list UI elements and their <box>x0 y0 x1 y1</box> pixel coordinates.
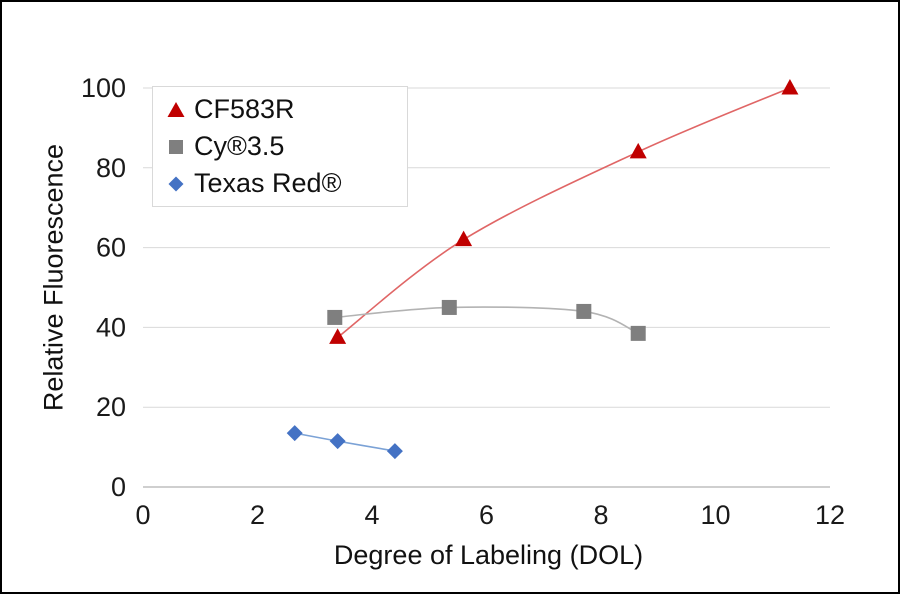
x-tick-label: 6 <box>479 500 494 530</box>
x-tick-label: 12 <box>815 500 845 530</box>
data-point-cf583r <box>781 79 799 95</box>
data-point-texasred <box>386 443 403 460</box>
x-tick-label: 0 <box>135 500 150 530</box>
y-tick-label: 40 <box>96 312 126 342</box>
x-axis-title: Degree of Labeling (DOL) <box>333 540 644 570</box>
x-tick-label: 8 <box>593 500 608 530</box>
y-tick-label: 0 <box>111 472 126 502</box>
x-tick-label: 4 <box>364 500 379 530</box>
legend-item-cf583r: CF583R <box>165 91 407 128</box>
square-marker-icon <box>169 139 183 154</box>
y-axis-title: Relative Fluorescence <box>38 143 69 412</box>
data-point-cy35 <box>327 309 343 325</box>
y-tick-label: 80 <box>96 153 126 183</box>
x-tick-label: 10 <box>700 500 730 530</box>
legend: CF583R Cy®3.5 Texas Red® <box>152 86 408 207</box>
legend-item-texas-red: Texas Red® <box>165 165 407 202</box>
data-point-cy35 <box>441 299 457 315</box>
legend-item-cy35: Cy®3.5 <box>165 128 407 165</box>
y-tick-label: 100 <box>81 73 126 103</box>
data-point-cy35 <box>576 303 592 319</box>
triangle-marker-icon <box>167 101 185 117</box>
data-point-cf583r <box>329 328 347 344</box>
data-point-cf583r <box>455 230 473 247</box>
y-tick-label: 20 <box>96 392 126 422</box>
y-tick-label: 60 <box>96 233 126 263</box>
legend-label-cy35: Cy®3.5 <box>194 131 285 161</box>
trendline-cf583r <box>337 87 791 339</box>
trendline-texasred <box>294 432 396 452</box>
data-point-cf583r <box>629 142 647 159</box>
legend-label-texas-red: Texas Red® <box>194 168 342 198</box>
data-point-texasred <box>329 433 346 450</box>
legend-label-cf583r: CF583R <box>194 94 295 124</box>
trendline-cy35 <box>334 306 639 335</box>
diamond-marker-icon <box>168 176 184 191</box>
data-point-texasred <box>286 425 303 442</box>
x-tick-label: 2 <box>250 500 265 530</box>
data-point-cy35 <box>630 325 646 341</box>
